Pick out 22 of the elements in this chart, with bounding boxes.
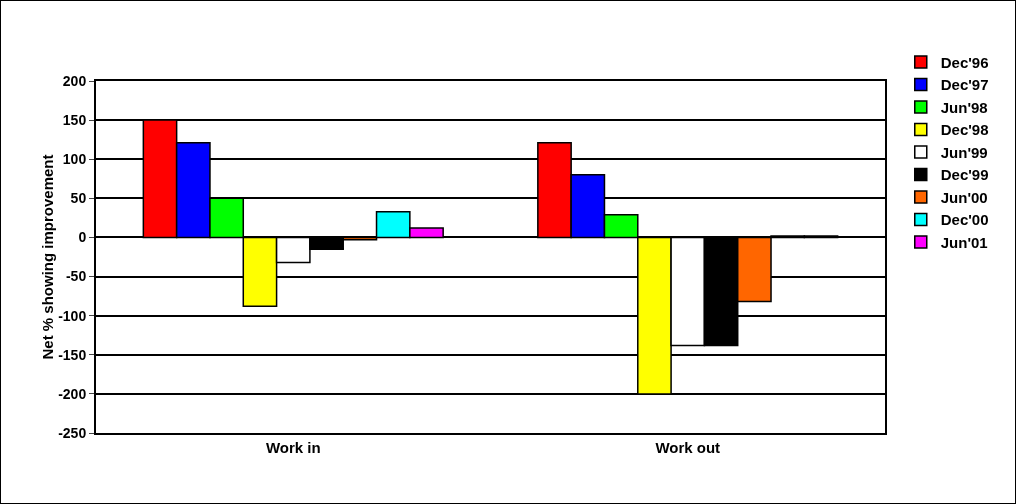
y-tick-label: -200	[58, 385, 87, 402]
legend-label: Dec'00	[940, 211, 989, 229]
x-tick-label: Work in	[265, 439, 321, 456]
y-tick-label: -150	[58, 346, 87, 363]
y-tick-label: 200	[62, 72, 87, 89]
y-axis-title: Net % showing improvement	[39, 154, 57, 360]
legend-label: Jun'99	[940, 143, 988, 161]
legend-label: Jun'01	[940, 233, 988, 251]
y-tick-label: -50	[65, 268, 87, 285]
legend-label: Jun'98	[940, 98, 988, 116]
legend-label: Jun'00	[940, 188, 988, 206]
y-tick-label: 0	[78, 229, 87, 246]
y-tick-label: 100	[62, 151, 87, 168]
y-tick-label: 50	[70, 190, 87, 207]
y-tick-label: -100	[58, 307, 87, 324]
legend-label: Dec'98	[940, 121, 989, 139]
legend-label: Dec'96	[940, 53, 989, 71]
x-tick-label: Work out	[655, 439, 721, 456]
legend-label: Dec'99	[940, 166, 989, 184]
y-tick-label: -250	[58, 424, 87, 441]
y-tick-label: 150	[62, 112, 87, 129]
legend-label: Dec'97	[940, 76, 989, 94]
